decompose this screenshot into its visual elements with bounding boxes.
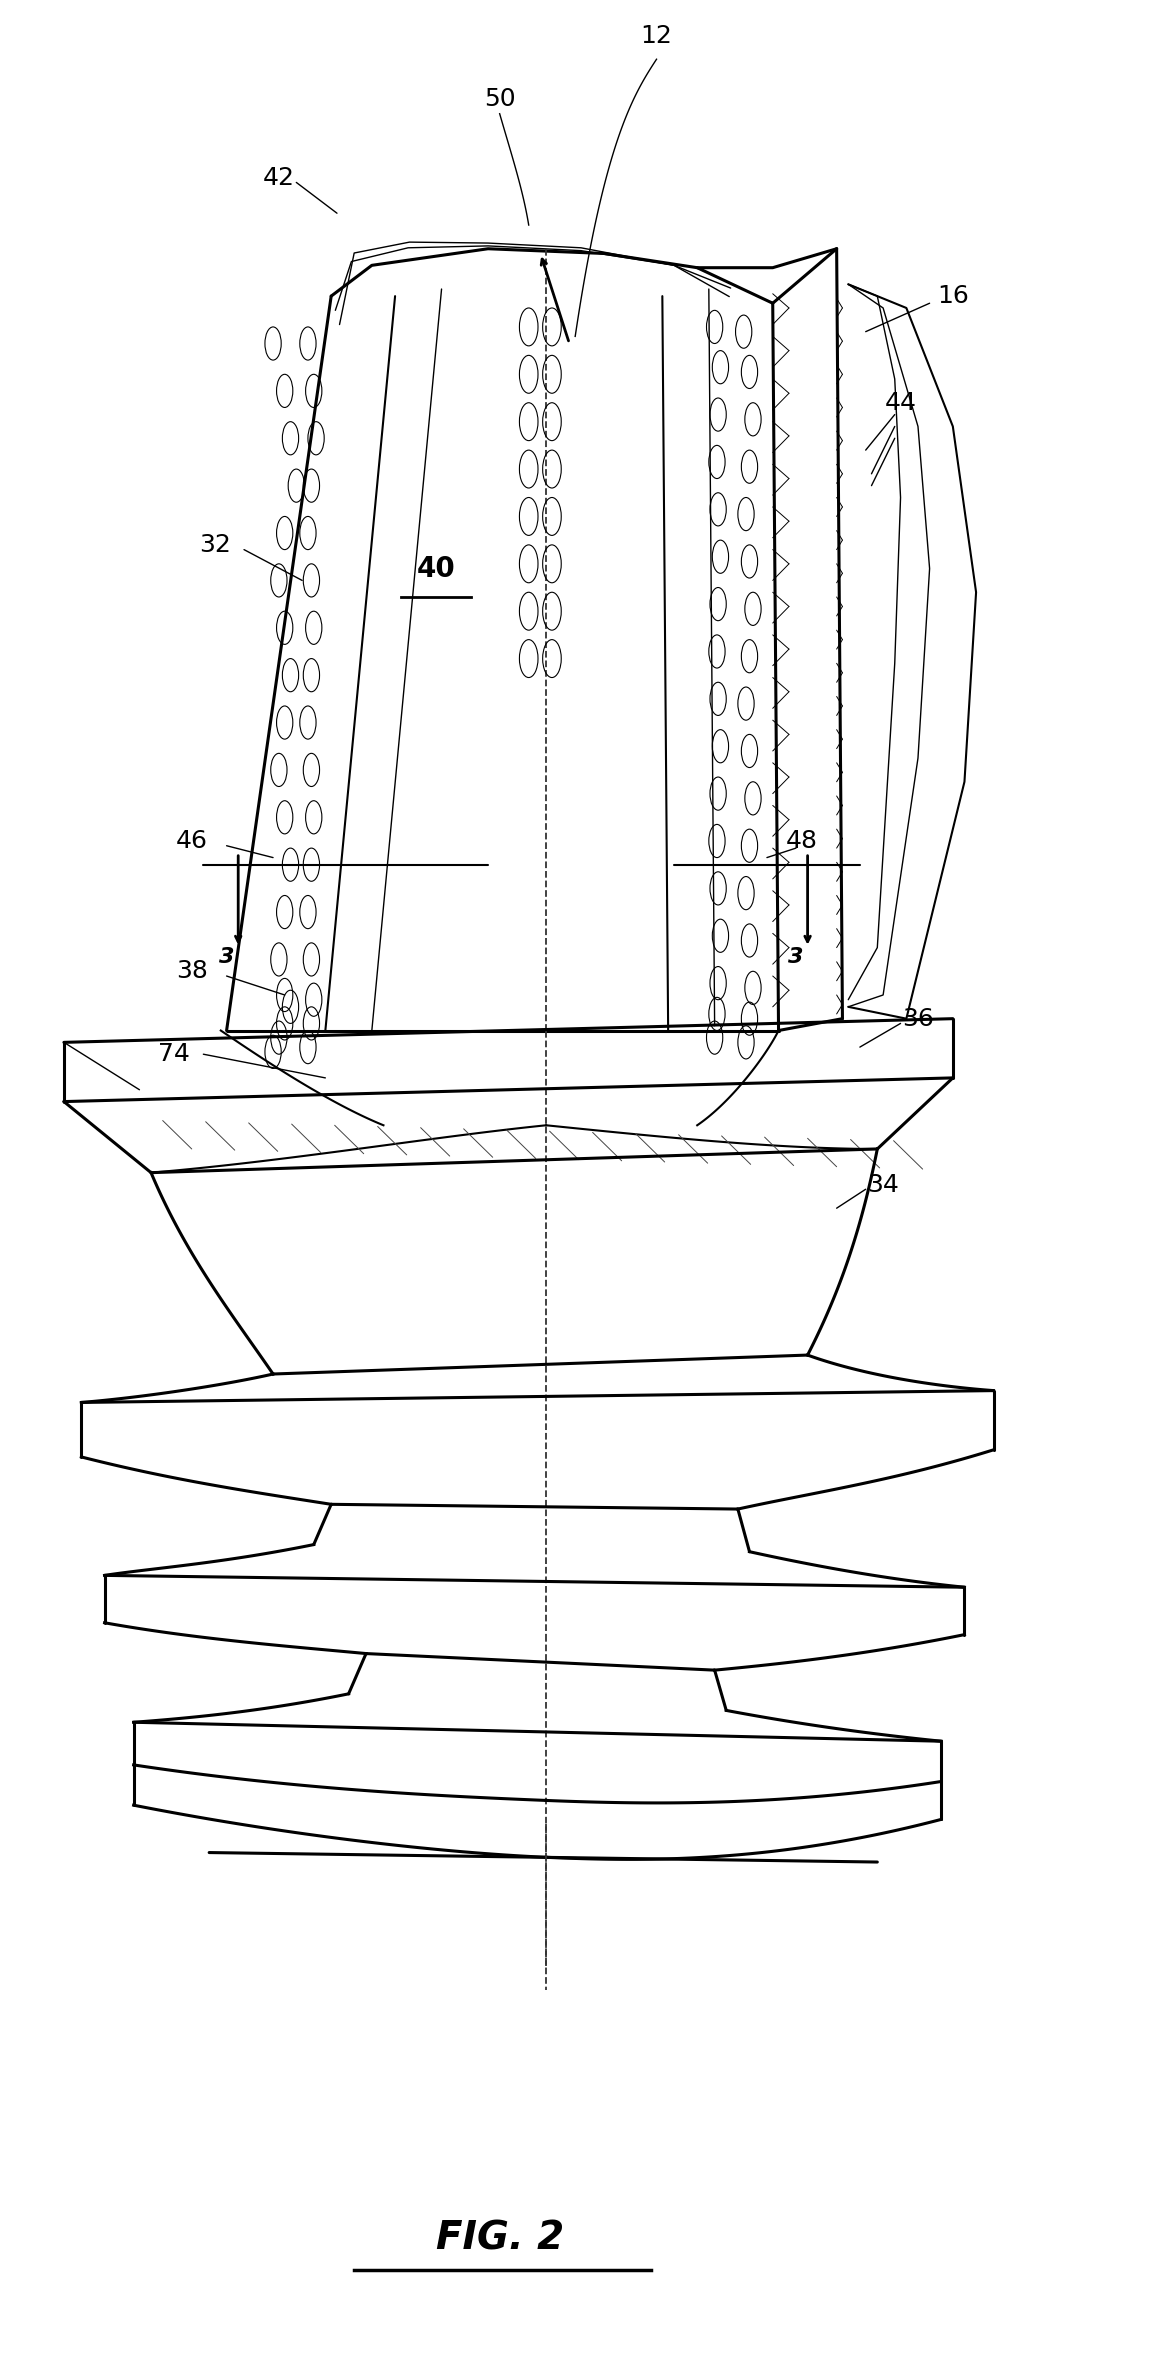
Text: 50: 50 — [483, 88, 516, 111]
Text: 16: 16 — [937, 284, 969, 308]
Text: 32: 32 — [199, 533, 231, 557]
Text: 12: 12 — [640, 24, 673, 47]
Text: 44: 44 — [884, 391, 917, 415]
Text: 42: 42 — [263, 166, 295, 190]
Text: 34: 34 — [867, 1173, 899, 1196]
Text: 46: 46 — [175, 829, 208, 853]
Text: FIG. 2: FIG. 2 — [436, 2220, 564, 2258]
Text: 3: 3 — [218, 948, 235, 967]
Text: 74: 74 — [158, 1042, 191, 1066]
Text: 48: 48 — [786, 829, 818, 853]
Text: 40: 40 — [416, 554, 456, 583]
Text: 3: 3 — [788, 948, 804, 967]
Text: 38: 38 — [175, 959, 208, 983]
Text: 36: 36 — [902, 1007, 934, 1031]
